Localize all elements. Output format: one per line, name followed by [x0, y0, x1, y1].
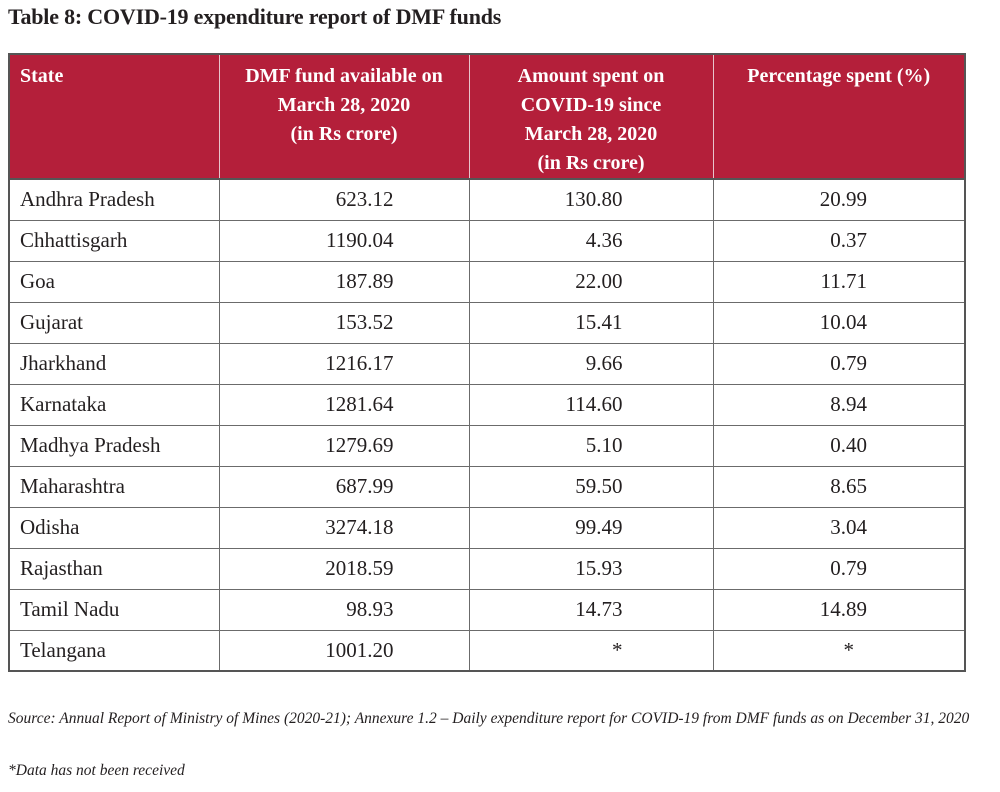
header-line: DMF fund available on [245, 65, 443, 87]
table-row: Rajasthan 2018.59 15.93 0.79 [8, 547, 966, 590]
cell-amount-spent: 15.93 [468, 547, 714, 590]
cell-amount-spent: 99.49 [468, 506, 714, 549]
cell-percentage-spent: 0.37 [712, 219, 966, 262]
cell-state: Maharashtra [8, 465, 220, 508]
table-header: State DMF fund available on March 28, 20… [9, 54, 965, 180]
table-row: Tamil Nadu 98.93 14.73 14.89 [8, 588, 966, 631]
table-row: Andhra Pradesh 623.12 130.80 20.99 [8, 178, 966, 221]
cell-dmf-fund: 1281.64 [218, 383, 470, 426]
cell-amount-spent: * [468, 629, 714, 672]
cell-percentage-spent: 14.89 [712, 588, 966, 631]
cell-amount-spent: 14.73 [468, 588, 714, 631]
header-line: State [20, 65, 64, 87]
table-row: Maharashtra 687.99 59.50 8.65 [8, 465, 966, 508]
table-body: Andhra Pradesh 623.12 130.80 20.99 Chhattisg… [8, 178, 966, 672]
header-line: COVID-19 since [520, 94, 662, 116]
cell-amount-spent: 5.10 [468, 424, 714, 467]
cell-state: Rajasthan [8, 547, 220, 590]
cell-amount-spent: 114.60 [468, 383, 714, 426]
header-percentage-spent: Percentage spent (%) [712, 54, 965, 180]
cell-state: Gujarat [8, 301, 220, 344]
header-row: State DMF fund available on March 28, 20… [9, 54, 965, 180]
header-line: March 28, 2020 [277, 94, 411, 116]
cell-dmf-fund: 98.93 [218, 588, 470, 631]
table-title: Table 8: COVID-19 expenditure report of … [8, 4, 502, 29]
cell-dmf-fund: 1279.69 [218, 424, 470, 467]
header-amount-spent: Amount spent on COVID-19 since March 28,… [468, 54, 714, 180]
header-line: Amount spent on [517, 65, 665, 87]
cell-percentage-spent: 0.79 [712, 342, 966, 385]
table-row: Jharkhand 1216.17 9.66 0.79 [8, 342, 966, 385]
cell-amount-spent: 9.66 [468, 342, 714, 385]
cell-percentage-spent: 0.79 [712, 547, 966, 590]
source-note: Source: Annual Report of Ministry of Min… [8, 710, 970, 727]
table-row: Gujarat 153.52 15.41 10.04 [8, 301, 966, 344]
cell-percentage-spent: * [712, 629, 966, 672]
cell-amount-spent: 130.80 [468, 178, 714, 221]
cell-state: Jharkhand [8, 342, 220, 385]
table-row: Odisha 3274.18 99.49 3.04 [8, 506, 966, 549]
cell-amount-spent: 59.50 [468, 465, 714, 508]
table-row: Karnataka 1281.64 114.60 8.94 [8, 383, 966, 426]
footnote: *Data has not been received [8, 762, 185, 779]
header-line: (in Rs crore) [290, 123, 398, 145]
cell-dmf-fund: 1216.17 [218, 342, 470, 385]
cell-dmf-fund: 187.89 [218, 260, 470, 303]
cell-state: Chhattisgarh [8, 219, 220, 262]
cell-state: Odisha [8, 506, 220, 549]
cell-state: Karnataka [8, 383, 220, 426]
cell-amount-spent: 4.36 [468, 219, 714, 262]
cell-dmf-fund: 1001.20 [218, 629, 470, 672]
cell-state: Goa [8, 260, 220, 303]
cell-percentage-spent: 8.94 [712, 383, 966, 426]
cell-dmf-fund: 623.12 [218, 178, 470, 221]
cell-amount-spent: 22.00 [468, 260, 714, 303]
cell-state: Andhra Pradesh [8, 178, 220, 221]
cell-dmf-fund: 153.52 [218, 301, 470, 344]
cell-percentage-spent: 3.04 [712, 506, 966, 549]
table-row: Madhya Pradesh 1279.69 5.10 0.40 [8, 424, 966, 467]
table-row: Telangana 1001.20 * * [8, 629, 966, 672]
cell-dmf-fund: 3274.18 [218, 506, 470, 549]
header-line: Percentage spent (%) [747, 65, 931, 87]
cell-amount-spent: 15.41 [468, 301, 714, 344]
cell-percentage-spent: 10.04 [712, 301, 966, 344]
expenditure-table: State DMF fund available on March 28, 20… [8, 53, 966, 672]
cell-state: Madhya Pradesh [8, 424, 220, 467]
cell-dmf-fund: 1190.04 [218, 219, 470, 262]
header-line: (in Rs crore) [537, 152, 645, 174]
table-row: Goa 187.89 22.00 11.71 [8, 260, 966, 303]
header-state: State [9, 54, 220, 180]
cell-dmf-fund: 687.99 [218, 465, 470, 508]
table-row: Chhattisgarh 1190.04 4.36 0.37 [8, 219, 966, 262]
cell-percentage-spent: 11.71 [712, 260, 966, 303]
cell-dmf-fund: 2018.59 [218, 547, 470, 590]
cell-percentage-spent: 8.65 [712, 465, 966, 508]
header-line: March 28, 2020 [524, 123, 658, 145]
header-dmf-fund: DMF fund available on March 28, 2020 (in… [218, 54, 470, 180]
cell-state: Telangana [8, 629, 220, 672]
cell-percentage-spent: 0.40 [712, 424, 966, 467]
cell-state: Tamil Nadu [8, 588, 220, 631]
cell-percentage-spent: 20.99 [712, 178, 966, 221]
